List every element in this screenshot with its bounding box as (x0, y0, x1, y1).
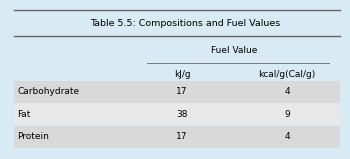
Text: Fuel Value: Fuel Value (211, 46, 258, 55)
Text: 4: 4 (284, 87, 290, 96)
Text: Carbohydrate: Carbohydrate (18, 87, 80, 96)
Text: Table 5.5: Compositions and Fuel Values: Table 5.5: Compositions and Fuel Values (90, 19, 281, 28)
Text: 17: 17 (176, 132, 188, 141)
Text: 17: 17 (176, 87, 188, 96)
Bar (14, 126, 340, 148)
Text: kJ/g: kJ/g (174, 70, 190, 79)
Text: kcal/g(Cal/g): kcal/g(Cal/g) (258, 70, 316, 79)
Bar (14, 103, 340, 125)
Text: 38: 38 (176, 110, 188, 119)
Text: 9: 9 (284, 110, 290, 119)
Bar (14, 81, 340, 103)
Text: Protein: Protein (18, 132, 49, 141)
Text: 4: 4 (284, 132, 290, 141)
Text: Fat: Fat (18, 110, 31, 119)
